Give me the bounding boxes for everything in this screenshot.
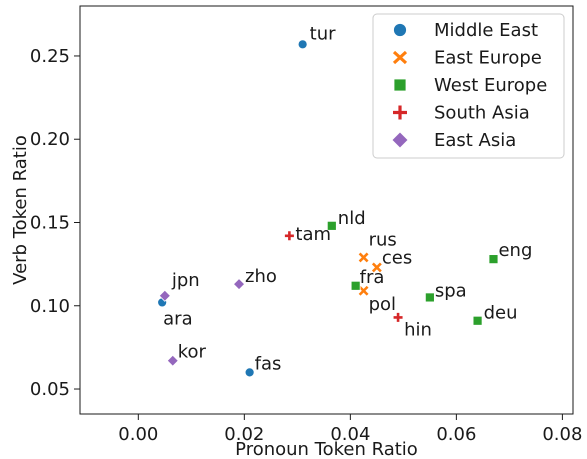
point-label-deu: deu <box>484 303 518 324</box>
x-tick-label: 0.08 <box>542 424 582 445</box>
point-label-kor: kor <box>178 342 207 363</box>
point-label-zho: zho <box>245 266 277 287</box>
y-tick-label: 0.15 <box>30 212 70 233</box>
legend-label: East Europe <box>434 48 542 69</box>
data-point-eng <box>488 254 499 265</box>
data-points <box>157 39 499 378</box>
y-tick-label: 0.25 <box>30 46 70 67</box>
legend-label: South Asia <box>434 103 530 124</box>
data-point-tur <box>297 39 308 50</box>
data-point-nld <box>326 220 337 231</box>
data-point-tam <box>284 231 294 241</box>
y-tick-label: 0.05 <box>30 379 70 400</box>
x-tick-label: 0.02 <box>224 424 264 445</box>
legend-label: Middle East <box>434 20 538 41</box>
x-tick-label: 0.04 <box>330 424 370 445</box>
point-label-spa: spa <box>435 280 467 301</box>
legend-marker <box>391 131 409 149</box>
point-label-eng: eng <box>498 240 532 261</box>
legend-label: West Europe <box>434 75 547 96</box>
y-axis-label: Verb Token Ratio <box>10 135 31 285</box>
y-tick-label: 0.10 <box>30 296 70 317</box>
data-point-hin <box>393 312 403 322</box>
x-tick-label: 0.00 <box>118 424 158 445</box>
plot-frame <box>79 5 574 415</box>
data-point-jpn <box>158 289 171 302</box>
point-label-fas: fas <box>255 353 282 374</box>
legend-marker <box>393 78 407 92</box>
data-point-ces <box>371 262 382 273</box>
data-point-kor <box>166 354 179 367</box>
point-label-rus: rus <box>369 229 397 250</box>
data-point-fra <box>350 280 361 291</box>
data-point-zho <box>232 278 246 291</box>
point-label-tur: tur <box>310 23 336 44</box>
point-label-tam: tam <box>295 224 331 245</box>
legend-box <box>372 13 565 159</box>
point-label-pol: pol <box>369 294 396 315</box>
y-tick-label: 0.20 <box>30 129 70 150</box>
point-label-ara: ara <box>163 308 192 329</box>
legend-marker <box>392 50 408 65</box>
legend: Middle East East Europe West Europe South A… <box>372 13 565 159</box>
point-label-jpn: jpn <box>171 270 200 291</box>
data-point-fas <box>244 367 255 378</box>
point-label-nld: nld <box>338 208 366 229</box>
data-point-rus <box>358 252 369 263</box>
point-label-fra: fra <box>360 267 385 288</box>
data-point-spa <box>424 292 435 303</box>
point-label-hin: hin <box>404 319 432 340</box>
x-axis-label: Pronoun Token Ratio <box>235 439 418 459</box>
legend-marker <box>393 23 407 37</box>
axis-ticks: 0.00 0.02 0.04 0.06 0.08 0.05 0.10 0.15 0.20 0.25 <box>30 46 583 445</box>
legend-marker <box>393 105 407 120</box>
data-point-deu <box>472 315 483 326</box>
x-tick-label: 0.06 <box>436 424 476 445</box>
point-label-ces: ces <box>382 247 412 268</box>
data-point-pol <box>358 285 369 296</box>
legend-label: East Asia <box>434 130 516 151</box>
